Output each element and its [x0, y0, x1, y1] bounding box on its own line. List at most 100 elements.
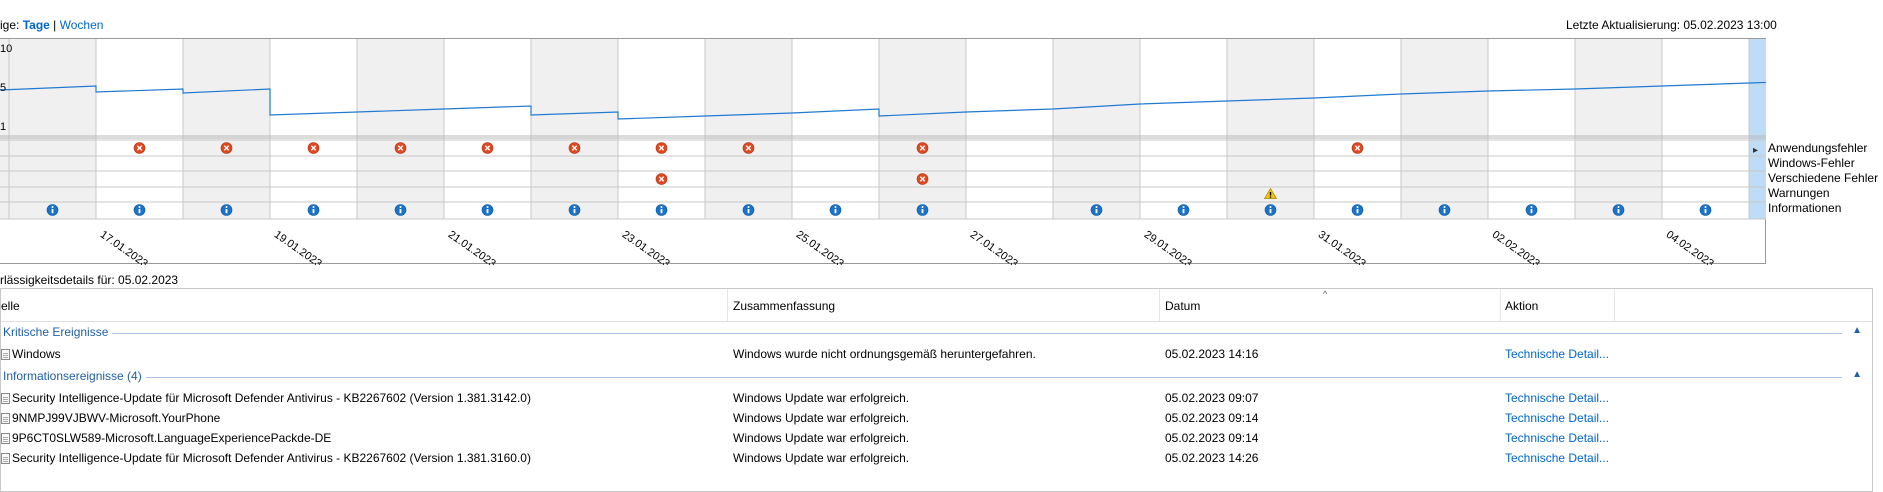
technical-details-link[interactable]: Technische Detail...: [1505, 411, 1610, 425]
day-column-05.02.2023[interactable]: [1749, 39, 1766, 219]
group-divider: [3, 377, 1842, 378]
source-text: Security Intelligence-Update für Microso…: [12, 391, 531, 405]
document-icon: [1, 349, 10, 360]
technical-details-link[interactable]: Technische Detail...: [1505, 451, 1610, 465]
date-tick-label: 29.01.2023: [1142, 229, 1194, 265]
info-icon-glyph: [1704, 206, 1707, 208]
col-header-action[interactable]: Aktion: [1505, 299, 1539, 313]
info-icon-glyph: [834, 206, 837, 208]
info-icon-glyph: [747, 209, 750, 214]
info-icon-glyph: [1443, 206, 1446, 208]
col-header-source[interactable]: elle: [1, 299, 20, 313]
day-column-18.01.2023[interactable]: [183, 39, 270, 219]
view-days-link[interactable]: Tage: [22, 18, 50, 32]
day-column-22.01.2023[interactable]: [531, 39, 618, 219]
group-divider: [3, 333, 1842, 334]
document-icon: [1, 433, 10, 444]
day-column-26.01.2023[interactable]: [879, 39, 966, 219]
technical-details-link[interactable]: Technische Detail...: [1505, 431, 1610, 445]
error-icon-glyph: [745, 145, 752, 151]
day-column-31.01.2023[interactable]: [1314, 39, 1401, 219]
table-row[interactable]: Security Intelligence-Update für Microso…: [1, 448, 1872, 468]
technical-details-link[interactable]: Technische Detail...: [1505, 347, 1610, 361]
day-column-20.01.2023[interactable]: [357, 39, 444, 219]
col-divider[interactable]: [1159, 289, 1160, 321]
group-critical-events[interactable]: Kritische Ereignisse ▲: [1, 324, 1872, 342]
source-cell: Security Intelligence-Update für Microso…: [1, 451, 531, 465]
table-row[interactable]: 9NMPJ99VJBWV-Microsoft.YourPhone Windows…: [1, 408, 1872, 428]
info-icon-glyph: [399, 209, 402, 214]
day-column-04.02.2023[interactable]: [1662, 39, 1749, 219]
date-cell: 05.02.2023 09:07: [1165, 391, 1259, 405]
source-cell: Windows: [1, 347, 61, 361]
last-update-label: Letzte Aktualisierung: 05.02.2023 13:00: [1566, 18, 1777, 32]
day-column-24.01.2023[interactable]: [705, 39, 792, 219]
view-selector: ige: Tage | Wochen: [0, 18, 103, 32]
col-divider[interactable]: [727, 289, 728, 321]
date-cell: 05.02.2023 14:16: [1165, 347, 1259, 361]
info-icon-glyph: [138, 209, 141, 214]
error-icon-glyph: [223, 145, 230, 151]
day-column-19.01.2023[interactable]: [270, 39, 357, 219]
info-icon-glyph: [1443, 209, 1446, 214]
error-icon-glyph: [397, 145, 404, 151]
group-information-events[interactable]: Informationsereignisse (4) ▲: [1, 368, 1872, 386]
info-icon-glyph: [51, 209, 54, 214]
col-header-summary[interactable]: Zusammenfassung: [733, 299, 836, 313]
reliability-chart[interactable]: 17.01.2023 19.01.2023 21.01.2023 23.01.2023…: [0, 38, 1766, 265]
reliability-chart-svg[interactable]: 17.01.2023 19.01.2023 21.01.2023 23.01.2023…: [0, 39, 1766, 265]
day-column-16.01.2023[interactable]: [0, 39, 96, 219]
warning-icon-glyph: [1269, 196, 1272, 198]
collapse-chevron-icon[interactable]: ▲: [1852, 369, 1862, 380]
col-divider[interactable]: [1500, 289, 1501, 321]
y-tick-label-10: 10: [0, 43, 13, 55]
table-row[interactable]: Windows Windows wurde nicht ordnungsgemä…: [1, 344, 1872, 364]
legend-windows-errors: Windows-Fehler: [1768, 156, 1855, 170]
table-row[interactable]: Security Intelligence-Update für Microso…: [1, 388, 1872, 408]
day-column-28.01.2023[interactable]: [1053, 39, 1140, 219]
summary-cell: Windows wurde nicht ordnungsgemäß herunt…: [733, 347, 1036, 361]
info-icon-glyph: [486, 209, 489, 214]
day-column-02.02.2023[interactable]: [1488, 39, 1575, 219]
day-column-21.01.2023[interactable]: [444, 39, 531, 219]
source-cell: Security Intelligence-Update für Microso…: [1, 391, 531, 405]
technical-details-link[interactable]: Technische Detail...: [1505, 391, 1610, 405]
info-icon-glyph: [573, 209, 576, 214]
sort-up-icon: ^: [1323, 289, 1328, 299]
details-title: rlässigkeitsdetails für: 05.02.2023: [0, 273, 179, 287]
chart-scroll-right-icon[interactable]: ▸: [1753, 145, 1759, 156]
day-column-17.01.2023[interactable]: [96, 39, 183, 219]
col-divider[interactable]: [1614, 289, 1615, 321]
info-icon-glyph: [660, 209, 663, 214]
info-icon-glyph: [225, 209, 228, 214]
table-row[interactable]: 9P6CT0SLW589-Microsoft.LanguageExperienc…: [1, 428, 1872, 448]
error-icon-glyph: [136, 145, 143, 151]
info-icon-glyph: [399, 206, 402, 208]
date-cell: 05.02.2023 09:14: [1165, 411, 1259, 425]
info-icon-glyph: [1182, 209, 1185, 214]
day-column-01.02.2023[interactable]: [1401, 39, 1488, 219]
summary-cell: Windows Update war erfolgreich.: [733, 391, 910, 405]
info-icon-glyph: [486, 206, 489, 208]
source-cell: 9NMPJ99VJBWV-Microsoft.YourPhone: [1, 411, 220, 425]
day-column-25.01.2023[interactable]: [792, 39, 879, 219]
info-icon-glyph: [1095, 209, 1098, 214]
col-header-date[interactable]: Datum: [1165, 299, 1201, 313]
day-column-27.01.2023[interactable]: [966, 39, 1053, 219]
date-tick-label: 19.01.2023: [272, 229, 324, 265]
date-cell: 05.02.2023 14:26: [1165, 451, 1259, 465]
view-weeks-link[interactable]: Wochen: [59, 18, 104, 32]
group-title: Kritische Ereignisse: [3, 325, 113, 339]
collapse-chevron-icon[interactable]: ▲: [1852, 325, 1862, 336]
info-icon-glyph: [225, 206, 228, 208]
day-column-23.01.2023[interactable]: [618, 39, 705, 219]
details-table-header: elle Zusammenfassung Datum ^ Aktion: [1, 289, 1872, 322]
day-column-03.02.2023[interactable]: [1575, 39, 1662, 219]
legend-warnings: Warnungen: [1768, 186, 1830, 200]
error-icon-glyph: [310, 145, 317, 151]
info-icon-glyph: [1356, 209, 1359, 214]
info-icon-glyph: [1269, 209, 1272, 214]
date-tick-label: 21.01.2023: [446, 229, 498, 265]
view-label: ige:: [0, 18, 20, 32]
day-column-29.01.2023[interactable]: [1140, 39, 1227, 219]
